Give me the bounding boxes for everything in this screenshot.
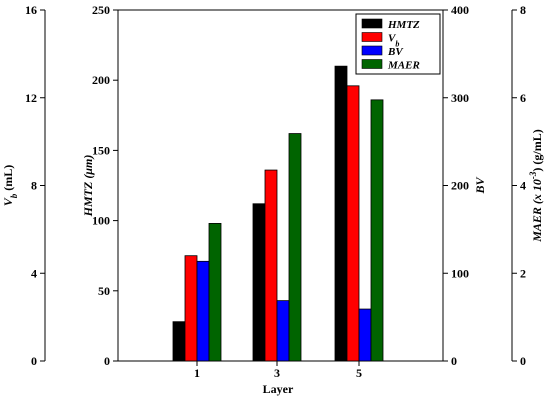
vb-tick-label: 16	[25, 3, 37, 17]
bv-tick-label: 100	[451, 266, 469, 280]
legend-swatch	[361, 45, 383, 56]
bar-maer-layer-5	[370, 99, 384, 362]
x-tick-label: 5	[356, 366, 362, 380]
hmtz-tick-label: 150	[92, 143, 110, 157]
legend-label: HMTZ	[387, 19, 420, 31]
hmtz-tick-label: 0	[104, 354, 110, 368]
bv-tick-label: 200	[451, 179, 469, 193]
bar-maer-layer-1	[208, 223, 222, 362]
hmtz-tick-label: 50	[98, 284, 110, 298]
vb-tick-label: 8	[31, 179, 37, 193]
legend-swatch	[361, 18, 383, 29]
bar-bv-layer-1	[196, 260, 210, 362]
x-axis-title: Layer	[263, 382, 294, 396]
hmtz-tick-label: 100	[92, 214, 110, 228]
legend-swatch	[361, 59, 383, 69]
legend-swatch	[361, 32, 383, 42]
vb-tick-label: 4	[31, 266, 37, 280]
maer-tick-label: 4	[520, 179, 526, 193]
bv-tick-label: 0	[451, 354, 457, 368]
vb-tick-label: 0	[31, 354, 37, 368]
hmtz-tick-label: 200	[92, 73, 110, 87]
bv-axis-title: BV	[473, 177, 487, 195]
bar-hmtz-layer-5	[334, 65, 348, 362]
axes-layer: 0 4 8 12 16 0 50 100 150 200 250 0 100 200 300 400 0 2 4 6 8…	[1, 3, 544, 380]
legend-label: MAER	[387, 60, 420, 72]
bar-bv-layer-5	[358, 308, 372, 362]
bar-hmtz-layer-1	[172, 321, 186, 362]
maer-tick-label: 0	[520, 354, 526, 368]
maer-axis-title: MAER (x 10-3) (g/mL)	[528, 129, 544, 243]
legend-label: BV	[387, 46, 404, 58]
legend-label: Vb	[388, 33, 399, 49]
x-tick-label: 3	[274, 366, 280, 380]
hmtz-tick-label: 250	[92, 3, 110, 17]
vb-axis-title: Vb (mL)	[1, 165, 19, 207]
bv-tick-label: 400	[451, 3, 469, 17]
hmtz-axis-title: HMTZ (μm)	[81, 155, 95, 218]
bar-v-b-layer-5	[346, 85, 360, 362]
maer-tick-label: 6	[520, 91, 526, 105]
vb-tick-label: 12	[25, 91, 37, 105]
maer-tick-label: 8	[520, 3, 526, 17]
maer-tick-label: 2	[520, 266, 526, 280]
bar-v-b-layer-1	[184, 255, 198, 362]
bar-bv-layer-3	[276, 300, 290, 362]
x-tick-label: 1	[194, 366, 200, 380]
bv-tick-label: 300	[451, 91, 469, 105]
bar-hmtz-layer-3	[252, 203, 266, 362]
bar-maer-layer-3	[288, 133, 302, 362]
bars-layer	[172, 65, 384, 362]
bar-v-b-layer-3	[264, 169, 278, 362]
